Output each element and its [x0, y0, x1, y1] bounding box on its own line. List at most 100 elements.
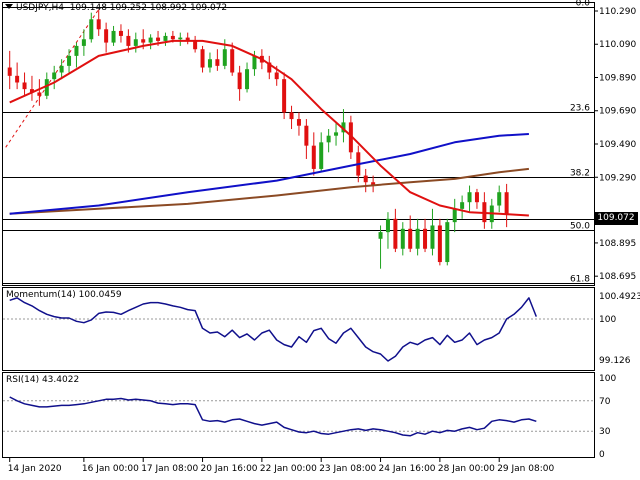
- candle-body: [245, 69, 250, 90]
- candle-body: [474, 192, 479, 203]
- rsi-tick-label: 70: [599, 397, 611, 407]
- rsi-tick-label: 100: [599, 374, 616, 384]
- y-tick-label: 109.890: [599, 73, 636, 83]
- price-pane: 0.0 23.6 38.2 50.0 61.8 110.290 110.090 109.890…: [3, 0, 636, 285]
- candle-body: [215, 59, 220, 66]
- momentum-title: Momentum(14) 100.0459: [6, 290, 122, 300]
- rsi-title: RSI(14) 43.4022: [6, 375, 80, 385]
- candle-body: [319, 142, 324, 169]
- candle-body: [363, 175, 368, 183]
- momentum-tick-label: 100: [599, 315, 616, 325]
- rsi-line: [9, 396, 537, 437]
- y-tick-label: 109.690: [599, 107, 636, 117]
- candle-body: [393, 218, 398, 249]
- momentum-pane: 100.4923 100 99.126: [3, 292, 640, 366]
- candle-body: [67, 55, 72, 66]
- y-tick-label: 109.290: [599, 173, 636, 183]
- current-price-badge: 109.072: [594, 212, 638, 225]
- candle-body: [400, 228, 405, 249]
- candle-body: [408, 228, 413, 249]
- momentum-tick-label: 100.4923: [599, 292, 640, 302]
- candle-body: [348, 122, 353, 153]
- candle-body: [341, 122, 346, 133]
- trendline: [5, 9, 100, 148]
- x-tick-label: 16 Jan 00:00: [82, 464, 139, 474]
- y-tick-label: 110.290: [599, 7, 636, 17]
- candle-body: [296, 119, 301, 126]
- chart-title: USDJPY,H4 109.148 109.252 108.992 109.07…: [5, 3, 227, 13]
- price-pane-frame: [2, 2, 595, 286]
- candle-body: [104, 29, 109, 43]
- x-tick-label: 20 Jan 16:00: [201, 464, 258, 474]
- candle-body: [445, 222, 450, 263]
- fibonacci-label: 38.2: [570, 169, 590, 179]
- momentum-pane-frame: [2, 287, 595, 371]
- candle-body: [452, 208, 457, 223]
- candle-body: [267, 62, 272, 73]
- candle-body: [178, 37, 183, 40]
- candle-body: [126, 35, 131, 46]
- x-tick-label: 22 Jan 00:00: [260, 464, 317, 474]
- candle-body: [304, 125, 309, 146]
- candle-body: [230, 49, 235, 73]
- candle-body: [282, 79, 287, 113]
- candle-body: [7, 67, 12, 76]
- ma-slow-line: [9, 167, 530, 215]
- candle-body: [274, 72, 279, 80]
- x-tick-label: 24 Jan 16:00: [379, 464, 436, 474]
- candle-body: [222, 49, 227, 66]
- candle-body: [193, 40, 198, 50]
- candle-body: [29, 89, 34, 93]
- candle-body: [163, 35, 168, 41]
- candle-body: [415, 228, 420, 249]
- candle-body: [430, 225, 435, 249]
- candle-body: [252, 55, 257, 70]
- candle-body: [89, 19, 94, 40]
- dropdown-triangle-icon[interactable]: [5, 4, 13, 9]
- candle-body: [460, 202, 465, 209]
- rsi-tick-label: 30: [599, 427, 611, 437]
- candle-body: [44, 79, 49, 96]
- candle-body: [156, 37, 161, 41]
- candle-body: [311, 145, 316, 169]
- candle-body: [96, 19, 101, 30]
- candle-body: [378, 232, 383, 239]
- candle-body: [385, 218, 390, 233]
- candle-body: [326, 135, 331, 143]
- candle-body: [207, 59, 212, 68]
- candle-body: [52, 72, 57, 80]
- x-tick-label: 14 Jan 2020: [8, 464, 62, 474]
- candle-body: [74, 45, 79, 56]
- candle-body: [200, 49, 205, 68]
- fibonacci-label: 23.6: [570, 104, 590, 114]
- fibonacci-label: 50.0: [570, 222, 590, 232]
- y-tick-label: 108.895: [599, 239, 636, 249]
- momentum-line: [9, 297, 537, 362]
- x-tick-label: 28 Jan 00:00: [438, 464, 495, 474]
- candle-body: [59, 65, 64, 73]
- x-tick-label: 29 Jan 08:00: [497, 464, 554, 474]
- rsi-tick-label: 0: [599, 450, 605, 460]
- candle-body: [22, 82, 27, 90]
- candle-body: [37, 92, 42, 96]
- fibonacci-label: 61.8: [570, 275, 590, 285]
- candle-body: [497, 192, 502, 206]
- x-tick-label: 23 Jan 08:00: [319, 464, 376, 474]
- candle-body: [185, 37, 190, 41]
- ohlc-readout: 109.148 109.252 108.992 109.072: [69, 3, 228, 13]
- candle-body: [334, 132, 339, 136]
- candle-body: [111, 30, 116, 43]
- candle-body: [467, 192, 472, 203]
- candle-body: [237, 72, 242, 90]
- symbol-label: USDJPY,H4: [16, 3, 64, 13]
- momentum-tick-label: 99.126: [599, 356, 631, 366]
- y-tick-label: 109.490: [599, 140, 636, 150]
- fibonacci-label: 0.0: [576, 0, 591, 9]
- candle-body: [371, 182, 376, 186]
- candle-body: [437, 225, 442, 263]
- candle-body: [133, 39, 138, 46]
- x-tick-label: 17 Jan 08:00: [141, 464, 198, 474]
- candle-body: [118, 30, 123, 36]
- candle-body: [423, 228, 428, 249]
